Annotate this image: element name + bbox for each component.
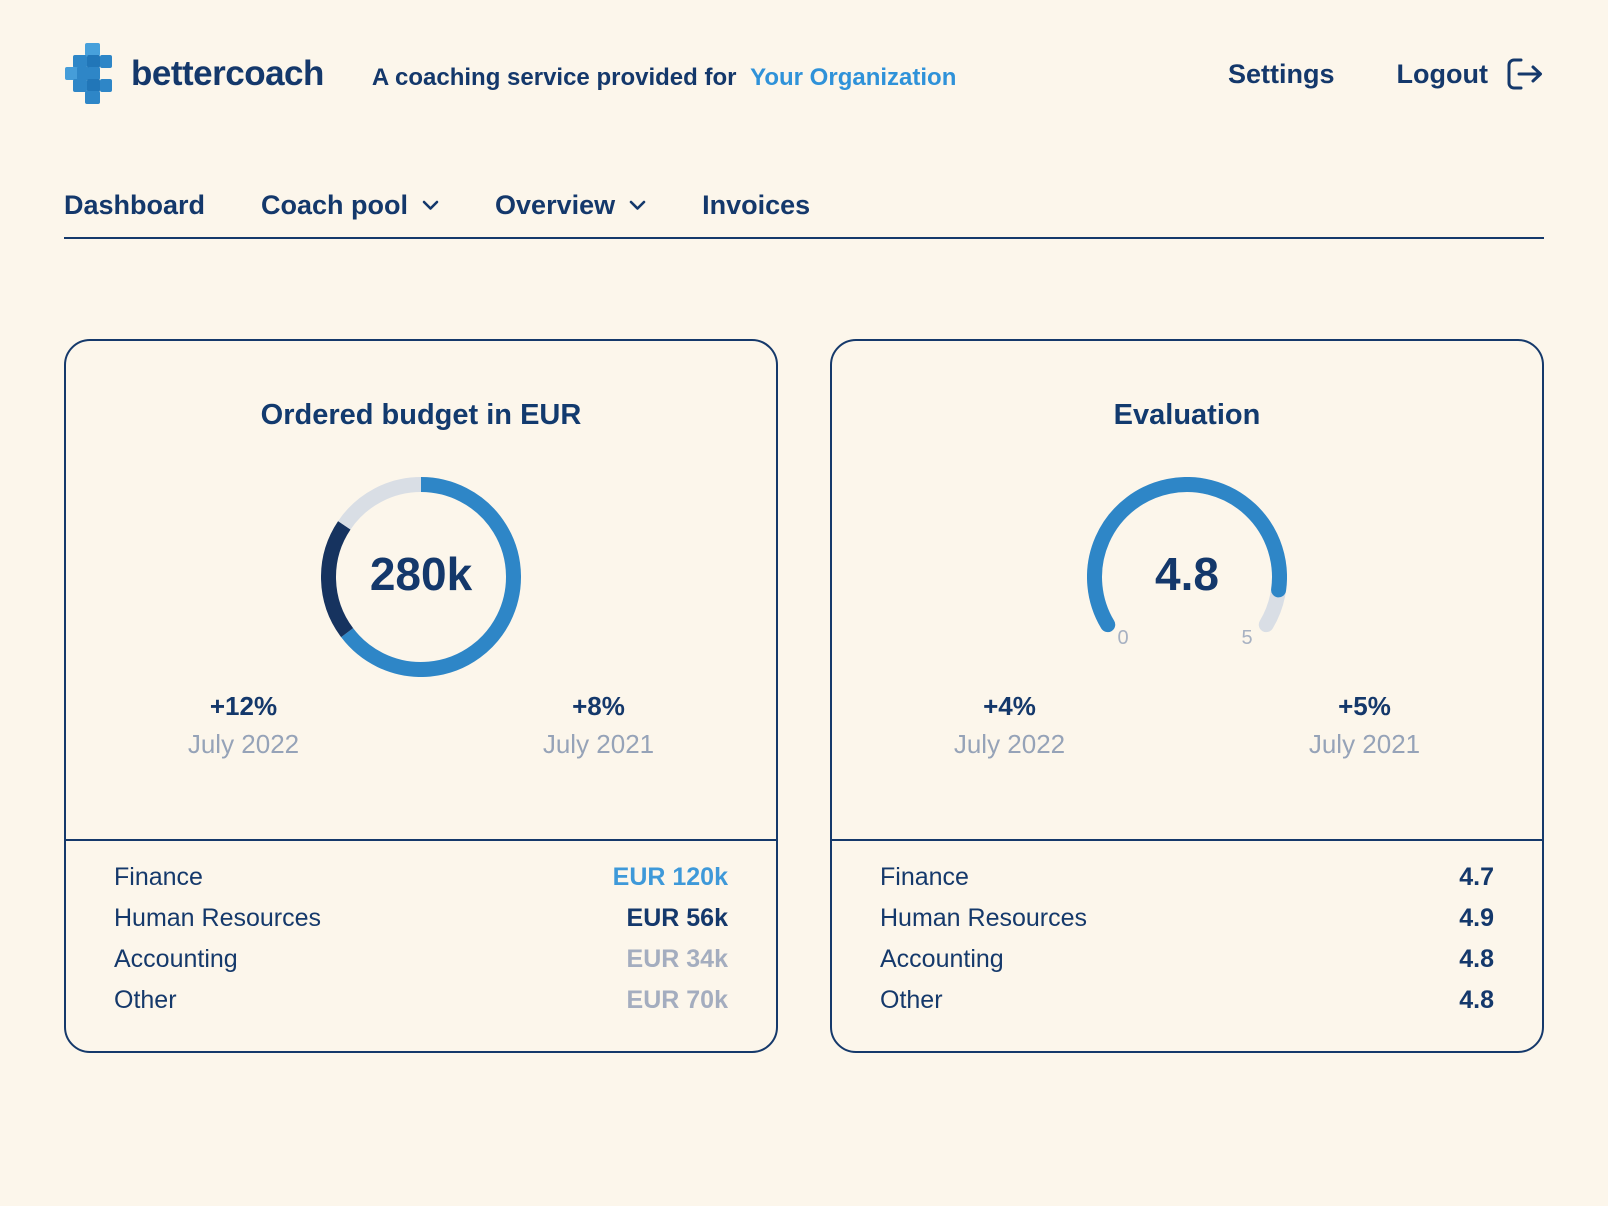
logout-icon xyxy=(1507,58,1542,90)
row-value: EUR 120k xyxy=(612,863,728,891)
list-item: Accounting 4.8 xyxy=(880,939,1494,980)
nav-item-label: Coach pool xyxy=(261,190,409,220)
budget-donut-svg xyxy=(321,477,521,677)
row-label: Human Resources xyxy=(114,904,322,932)
yoy-change: +5% xyxy=(1338,691,1391,721)
row-value: 4.8 xyxy=(1459,945,1494,973)
evaluation-card-title: Evaluation xyxy=(1113,399,1261,431)
row-value: 4.9 xyxy=(1459,904,1494,932)
evaluation-gauge-chart: 4.8 0 5 xyxy=(1087,477,1287,677)
brand[interactable]: bettercoach xyxy=(64,42,324,106)
budget-breakdown-list: Finance EUR 120k Human Resources EUR 56k… xyxy=(66,839,776,1051)
list-item: Finance 4.7 xyxy=(880,857,1494,898)
row-label: Human Resources xyxy=(880,904,1088,932)
row-value: EUR 34k xyxy=(626,945,728,973)
gauge-min-label: 0 xyxy=(1117,627,1129,649)
chevron-down-icon xyxy=(422,200,439,210)
header-actions: Settings Logout xyxy=(1228,57,1544,91)
yoy-stat: +12% July 2022 xyxy=(66,691,421,760)
yoy-stat: +8% July 2021 xyxy=(421,691,776,760)
yoy-period: July 2021 xyxy=(542,729,655,759)
evaluation-yoy-stats: +4% July 2022 +5% July 2021 xyxy=(832,691,1542,760)
tagline-text: A coaching service provided for xyxy=(371,64,737,91)
settings-button[interactable]: Settings xyxy=(1228,59,1335,90)
evaluation-card: Evaluation 4.8 0 5 +4% July 2022 +5% Jul… xyxy=(830,339,1544,1053)
yoy-change: +12% xyxy=(209,691,278,721)
tagline-organization-link[interactable]: Your Organization xyxy=(750,64,957,91)
row-label: Finance xyxy=(880,863,969,891)
row-label: Other xyxy=(880,986,943,1014)
brand-name: bettercoach xyxy=(131,54,324,93)
row-label: Finance xyxy=(114,863,203,891)
yoy-change: +8% xyxy=(572,691,625,721)
yoy-period: July 2021 xyxy=(1308,729,1421,759)
row-label: Accounting xyxy=(114,945,238,973)
nav-item-label: Overview xyxy=(495,190,616,220)
dashboard-cards: Ordered budget in EUR 280k +12% July 202… xyxy=(64,339,1544,1053)
logout-label: Logout xyxy=(1396,58,1488,89)
row-value: 4.8 xyxy=(1459,986,1494,1014)
list-item: Finance EUR 120k xyxy=(114,857,728,898)
list-item: Human Resources EUR 56k xyxy=(114,898,728,939)
settings-label: Settings xyxy=(1228,58,1335,89)
gauge-max-label: 5 xyxy=(1241,627,1253,649)
nav-item-overview[interactable]: Overview xyxy=(495,190,646,221)
nav-item-label: Invoices xyxy=(702,190,811,220)
nav-item-coach-pool[interactable]: Coach pool xyxy=(261,190,439,221)
evaluation-gauge-svg xyxy=(1087,477,1287,633)
list-item: Other 4.8 xyxy=(880,980,1494,1021)
nav-item-dashboard[interactable]: Dashboard xyxy=(64,190,205,221)
budget-total-value: 280k xyxy=(369,548,473,600)
yoy-period: July 2022 xyxy=(953,729,1066,759)
evaluation-score-value: 4.8 xyxy=(1155,548,1219,600)
list-item: Other EUR 70k xyxy=(114,980,728,1021)
main-nav: Dashboard Coach pool Overview Invoices xyxy=(64,190,1544,239)
budget-donut-chart: 280k xyxy=(321,477,521,677)
logout-button[interactable]: Logout xyxy=(1397,57,1544,91)
budget-card-title: Ordered budget in EUR xyxy=(260,399,582,431)
app-header: bettercoach A coaching service provided … xyxy=(0,0,1608,106)
nav-item-label: Dashboard xyxy=(64,190,206,220)
row-value: EUR 70k xyxy=(626,986,728,1014)
list-item: Accounting EUR 34k xyxy=(114,939,728,980)
budget-yoy-stats: +12% July 2022 +8% July 2021 xyxy=(66,691,776,760)
row-value: 4.7 xyxy=(1459,863,1494,891)
list-item: Human Resources 4.9 xyxy=(880,898,1494,939)
bettercoach-logo-icon xyxy=(65,43,112,104)
budget-card: Ordered budget in EUR 280k +12% July 202… xyxy=(64,339,778,1053)
row-label: Accounting xyxy=(880,945,1004,973)
yoy-period: July 2022 xyxy=(187,729,300,759)
chevron-down-icon xyxy=(629,200,646,210)
yoy-stat: +5% July 2021 xyxy=(1187,691,1542,760)
tagline: A coaching service provided for Your Org… xyxy=(372,64,956,92)
yoy-change: +4% xyxy=(983,691,1036,721)
evaluation-breakdown-list: Finance 4.7 Human Resources 4.9 Accounti… xyxy=(832,839,1542,1051)
yoy-stat: +4% July 2022 xyxy=(832,691,1187,760)
row-value: EUR 56k xyxy=(626,904,728,932)
row-label: Other xyxy=(114,986,177,1014)
nav-item-invoices[interactable]: Invoices xyxy=(702,190,810,221)
